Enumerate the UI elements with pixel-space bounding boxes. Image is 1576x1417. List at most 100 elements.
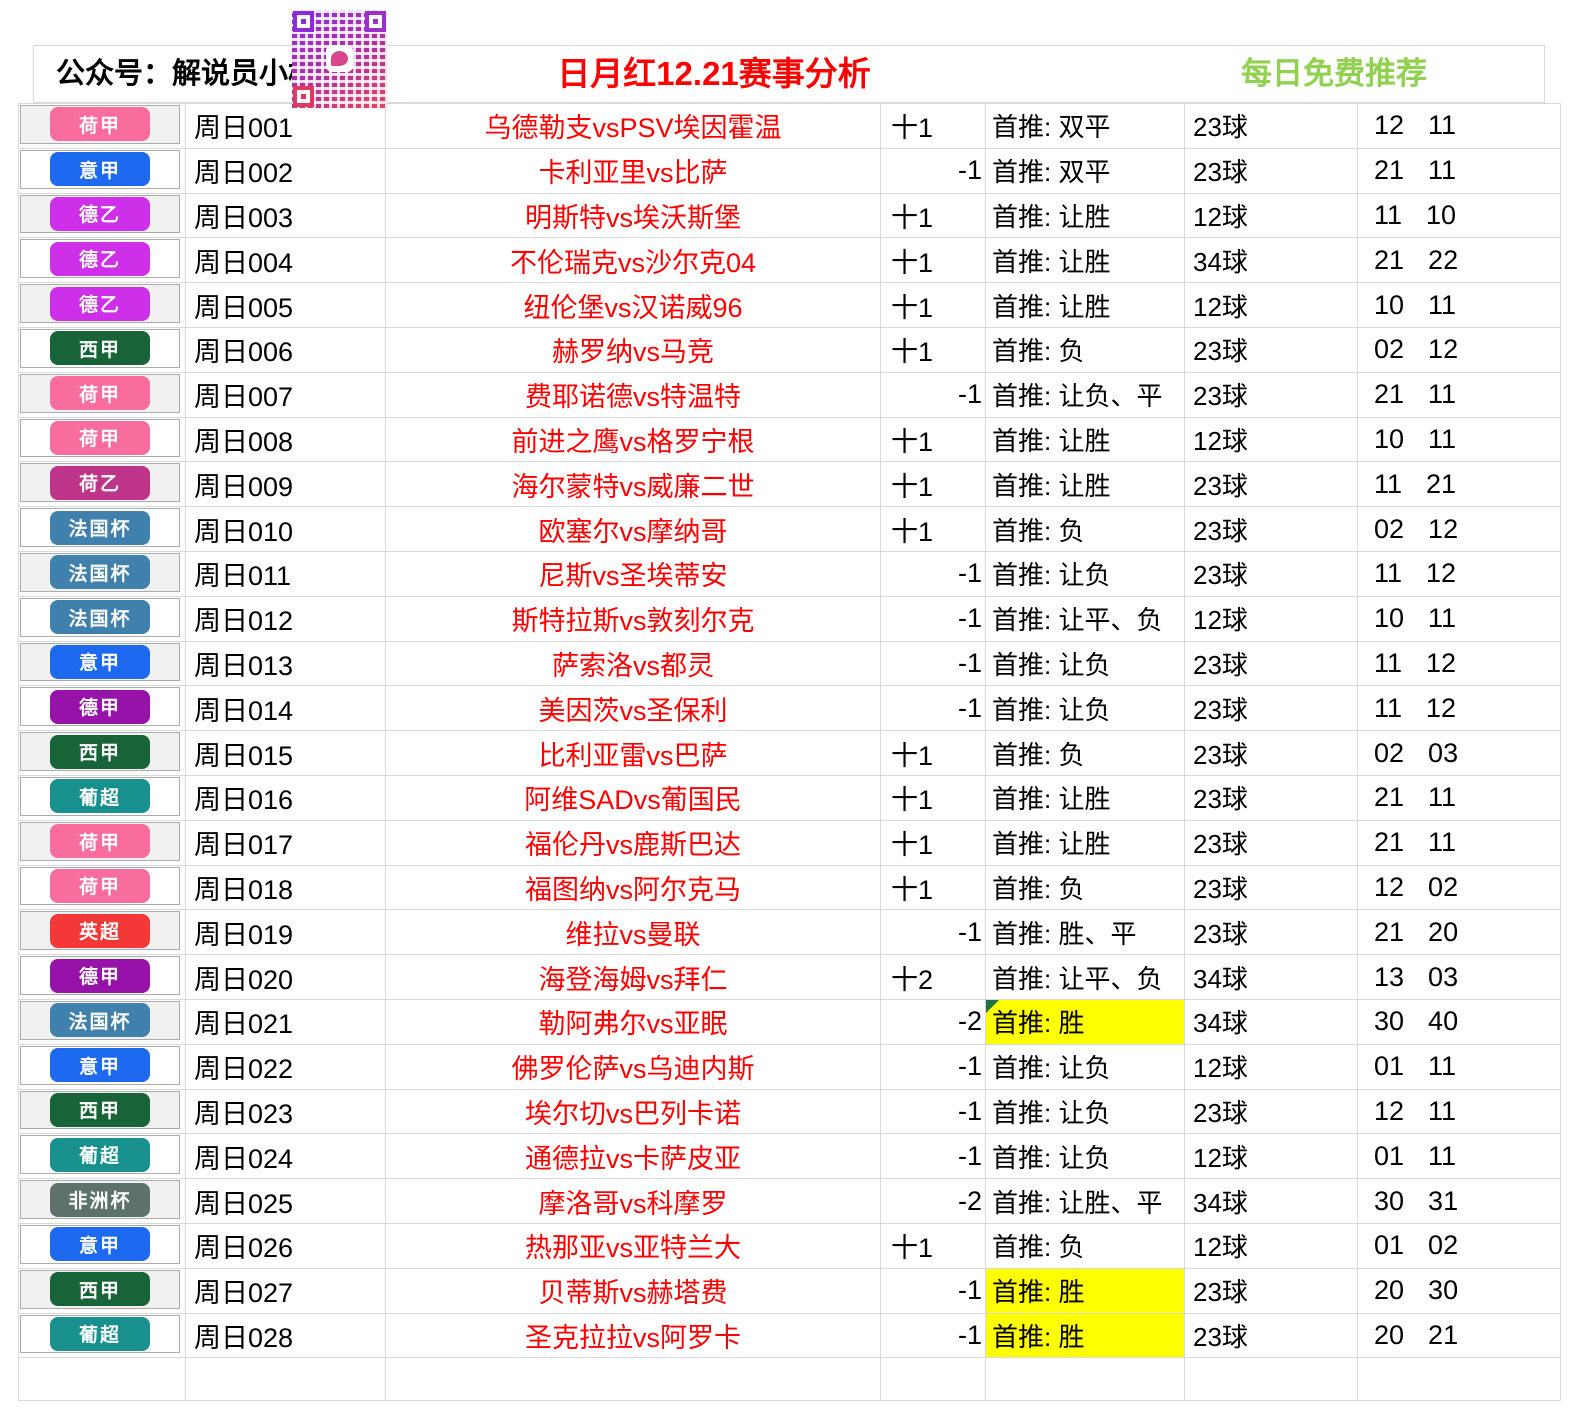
record-numbers: 02 03 [1358,731,1561,776]
goals: 12球 [1185,283,1358,328]
record-num-1: 01 [1374,1051,1405,1082]
record-numbers: 10 11 [1358,283,1561,328]
league-cell: 荷甲 [19,104,186,149]
record-num-2: 11 [1428,827,1457,858]
league-badge: 法国杯 [50,510,150,545]
league-badge: 西甲 [50,1092,150,1127]
match-name: 福伦丹vs鹿斯巴达 [386,820,881,866]
match-name: 福图纳vs阿尔克马 [386,865,881,911]
record-num-2: 11 [1428,1051,1457,1082]
record-num-1: 30 [1374,1185,1405,1216]
league-box: 德甲 [20,956,180,995]
record-numbers: 21 11 [1358,372,1561,418]
match-id: 周日014 [186,686,386,732]
record-num-2: 11 [1428,155,1457,186]
record-numbers: 10 11 [1358,596,1561,642]
record-num-2: 11 [1428,110,1457,141]
record-num-2: 30 [1428,1275,1459,1306]
match-name: 费耶诺德vs特温特 [386,372,881,418]
league-box: 荷甲 [20,866,180,906]
empty-cell [986,1358,1185,1402]
league-cell: 意甲 [19,1044,186,1090]
recommendation: 首推: 让负 [986,1044,1185,1090]
table-row: 荷甲 周日017 福伦丹vs鹿斯巴达 十1 首推: 让胜 23球 21 11 [19,820,1561,866]
league-box: 英超 [20,911,180,951]
match-table: 荷甲 周日001 乌德勒支vsPSV埃因霍温 十1 首推: 双平 23球 12 11 意甲 周日0… [18,103,1561,1402]
record-num-2: 10 [1426,199,1457,230]
league-box: 意甲 [20,149,180,189]
match-id: 周日018 [186,865,386,911]
handicap: 十1 [881,193,986,239]
table-row: 西甲 周日006 赫罗纳vs马竞 十1 首推: 负 23球 02 12 [19,327,1561,373]
record-num-1: 02 [1374,334,1405,365]
record-num-2: 02 [1428,1230,1459,1261]
match-id: 周日005 [186,283,386,328]
match-id: 周日027 [186,1268,386,1314]
record-num-2: 03 [1428,737,1459,768]
record-numbers: 01 02 [1358,1223,1561,1269]
match-id: 周日013 [186,641,386,687]
table-row: 英超 周日019 维拉vs曼联 -1 首推: 胜、平 23球 21 20 [19,910,1561,956]
match-id: 周日023 [186,1089,386,1135]
recommendation: 首推: 双平 [986,148,1185,194]
handicap: 十1 [881,507,986,552]
league-badge: 德乙 [50,241,150,276]
record-numbers: 11 12 [1358,551,1561,597]
record-num-2: 12 [1426,692,1457,723]
match-name: 美因茨vs圣保利 [386,686,881,732]
recommendation: 首推: 胜 [986,999,1185,1045]
match-id: 周日004 [186,238,386,284]
record-numbers: 12 11 [1358,1089,1561,1135]
handicap: 十1 [881,865,986,911]
table-row: 非洲杯 周日025 摩洛哥vs科摩罗 -2 首推: 让胜、平 34球 30 31 [19,1179,1561,1224]
goals: 23球 [1185,731,1358,776]
record-num-1: 11 [1374,199,1403,230]
record-num-2: 03 [1428,961,1459,992]
record-num-2: 40 [1428,1006,1459,1037]
league-badge: 意甲 [50,1227,150,1262]
handicap: -1 [881,1134,986,1180]
league-cell: 德甲 [19,686,186,732]
league-badge: 荷甲 [50,824,150,859]
league-badge: 法国杯 [50,555,150,590]
recommendation: 首推: 让负 [986,1089,1185,1135]
match-name: 埃尔切vs巴列卡诺 [386,1089,881,1135]
league-cell: 荷甲 [19,820,186,866]
handicap: 十1 [881,417,986,463]
match-id: 周日001 [186,104,386,149]
match-id: 周日012 [186,596,386,642]
record-num-1: 01 [1374,1140,1405,1171]
empty-cell [186,1358,386,1402]
match-name: 海尔蒙特vs威廉二世 [386,462,881,508]
table-row: 德甲 周日020 海登海姆vs拜仁 十2 首推: 让平、负 34球 13 03 [19,955,1561,1000]
table-row: 葡超 周日024 通德拉vs卡萨皮亚 -1 首推: 让负 12球 01 11 [19,1134,1561,1180]
record-num-1: 21 [1374,827,1405,858]
record-num-1: 02 [1374,513,1405,544]
match-name: 贝蒂斯vs赫塔费 [386,1268,881,1314]
goals: 34球 [1185,1179,1358,1224]
league-cell: 德乙 [19,238,186,284]
record-numbers: 21 11 [1358,148,1561,194]
record-num-1: 20 [1374,1275,1405,1306]
table-row: 意甲 周日013 萨索洛vs都灵 -1 首推: 让负 23球 11 12 [19,641,1561,687]
match-name: 乌德勒支vsPSV埃因霍温 [386,104,881,149]
league-cell: 德甲 [19,955,186,1000]
match-name: 萨索洛vs都灵 [386,641,881,687]
record-num-1: 01 [1374,1230,1405,1261]
goals: 23球 [1185,820,1358,866]
handicap: 十1 [881,775,986,821]
handicap: 十1 [881,1223,986,1269]
league-badge: 西甲 [50,331,150,366]
league-badge: 英超 [50,913,150,948]
record-num-2: 21 [1426,468,1457,499]
handicap: -1 [881,1044,986,1090]
league-box: 意甲 [20,1224,180,1264]
table-row: 荷甲 周日001 乌德勒支vsPSV埃因霍温 十1 首推: 双平 23球 12 11 [19,104,1561,149]
match-id: 周日024 [186,1134,386,1180]
match-id: 周日007 [186,372,386,418]
league-cell: 非洲杯 [19,1179,186,1224]
record-numbers: 01 11 [1358,1134,1561,1180]
record-num-2: 11 [1428,782,1457,813]
handicap: 十1 [881,731,986,776]
table-row: 荷乙 周日009 海尔蒙特vs威廉二世 十1 首推: 让胜 23球 11 21 [19,462,1561,508]
